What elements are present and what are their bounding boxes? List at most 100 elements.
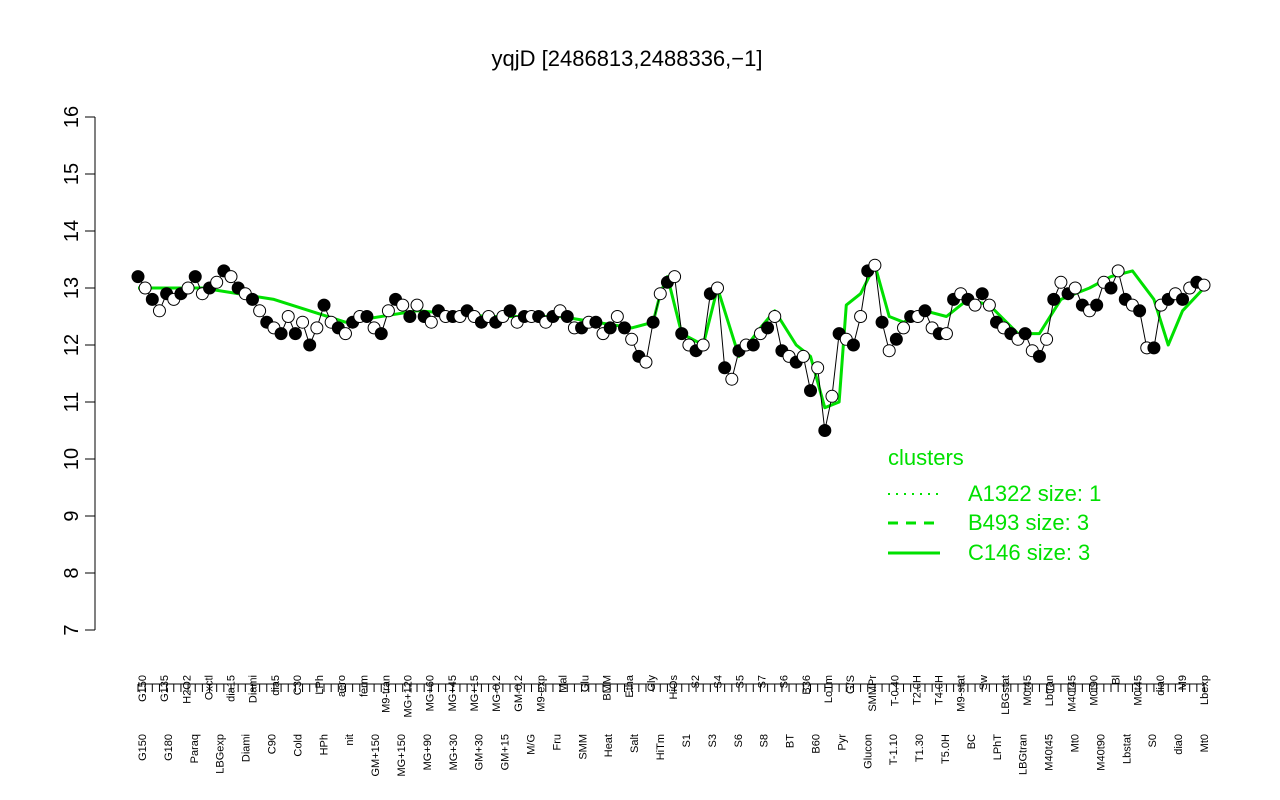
data-point	[897, 321, 911, 335]
y-tick-label: 12	[61, 334, 83, 356]
data-point	[188, 270, 202, 284]
data-point	[338, 327, 352, 341]
data-point	[1054, 275, 1068, 289]
x-tick-label: G/S	[845, 675, 857, 694]
x-tick-label: T-1.10	[888, 734, 900, 765]
x-tick-label: MG-0.2	[491, 675, 503, 712]
x-tick-label: LPh	[314, 675, 326, 695]
data-point	[1197, 278, 1211, 292]
x-tick-label: BMM	[602, 675, 614, 701]
x-tick-label: Glucon	[862, 734, 874, 769]
x-tick-label: Lbstat	[1121, 734, 1133, 764]
data-point	[1111, 264, 1125, 278]
data-point	[825, 389, 839, 403]
x-tick-label: B36	[801, 675, 813, 695]
data-point	[610, 310, 624, 323]
y-tick-label: 7	[61, 624, 83, 635]
x-tick-label: T5.0H	[940, 734, 952, 764]
x-tick-label: Mal	[557, 675, 569, 693]
x-tick-label: GM+15	[500, 734, 512, 770]
data-point	[796, 349, 810, 363]
x-tick-label: Etha	[624, 674, 636, 698]
x-tick-label: MG+45	[447, 675, 459, 711]
y-tick-label: 13	[61, 277, 83, 299]
x-tick-label: T4.0H	[934, 675, 946, 705]
data-point	[761, 321, 775, 335]
x-tick-label: GM+30	[474, 734, 486, 770]
x-tick-label: G180	[163, 734, 175, 761]
x-tick-label: LoTm	[823, 675, 835, 703]
data-point	[982, 298, 996, 312]
x-tick-label: Paraq	[189, 734, 201, 763]
data-point	[1090, 298, 1104, 312]
x-tick-label: Oxctl	[203, 675, 215, 700]
data-point	[288, 327, 302, 341]
x-tick-label: Fru	[551, 734, 563, 751]
x-tick-label: M40t90	[1095, 734, 1107, 771]
data-point	[675, 327, 689, 341]
x-tick-label: S3	[707, 734, 719, 747]
x-tick-label: SMMPr	[867, 675, 879, 712]
y-tick-label: 10	[61, 448, 83, 470]
x-tick-label: nit	[344, 734, 356, 746]
data-point	[696, 338, 710, 352]
data-point	[889, 332, 903, 346]
data-point	[1040, 332, 1054, 346]
data-point	[625, 332, 639, 346]
data-point	[145, 292, 159, 306]
data-point	[603, 321, 617, 335]
x-tick-label: Sw	[978, 675, 990, 690]
x-tick-label: M/G	[526, 734, 538, 755]
data-point	[560, 310, 574, 323]
x-tick-label: MG+60	[425, 675, 437, 711]
x-tick-label: S6	[779, 675, 791, 688]
x-tick-label: HiOs	[668, 675, 680, 700]
x-tick-label: Lbtran	[1044, 675, 1056, 706]
data-point	[424, 315, 438, 329]
x-tick-label: Salt	[629, 734, 641, 753]
chart-title: yqjD [2486813,2488336,−1]	[492, 46, 763, 71]
data-point	[1104, 281, 1118, 295]
data-point	[138, 281, 152, 295]
x-tick-label: Diami	[241, 734, 253, 762]
data-point	[1047, 292, 1061, 306]
x-tick-label: ferm	[358, 675, 370, 697]
data-point	[746, 338, 760, 352]
x-tick-label: M9-stat	[956, 675, 968, 712]
legend-label-b493: B493 size: 3	[968, 510, 1089, 535]
y-tick-label: 16	[61, 106, 83, 128]
x-tick-label: Diami	[248, 675, 260, 703]
x-tick-label: LPhT	[992, 734, 1004, 761]
x-tick-label: G135	[159, 675, 171, 702]
x-tick-label: M0t45	[1022, 675, 1034, 706]
x-tick-label: LBGtran	[1018, 734, 1030, 775]
data-point	[1018, 327, 1032, 341]
data-point	[281, 310, 295, 323]
x-tick-label: LBGstat	[1000, 675, 1012, 715]
data-point	[310, 321, 324, 335]
x-tick-label: G150	[137, 675, 149, 702]
x-tick-label: MG+150	[396, 734, 408, 777]
data-point	[1032, 349, 1046, 363]
x-tick-label: dia5	[270, 675, 282, 696]
x-tick-label: S6	[733, 734, 745, 747]
data-point	[768, 310, 782, 323]
x-tick-label: GM-0.2	[513, 675, 525, 712]
x-tick-label: T2.0H	[911, 675, 923, 705]
x-tick-label: M9-tran	[380, 675, 392, 713]
data-point	[854, 310, 868, 323]
y-tick-label: 11	[61, 392, 83, 413]
legend-title: clusters	[888, 445, 964, 470]
x-tick-label: GM+150	[370, 734, 382, 777]
data-point	[396, 298, 410, 312]
data-point	[181, 281, 195, 295]
data-point	[646, 315, 660, 329]
data-point	[1068, 281, 1082, 295]
data-point	[975, 287, 989, 301]
data-point	[303, 338, 317, 352]
y-axis: 7 8 9 10 11 12 13 14 15 16	[61, 106, 96, 636]
data-point	[968, 298, 982, 312]
data-point	[381, 304, 395, 318]
x-tick-label: G150	[137, 734, 149, 761]
x-tick-label: dia0	[1155, 675, 1167, 696]
